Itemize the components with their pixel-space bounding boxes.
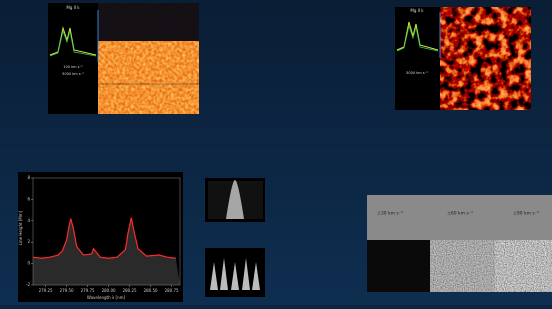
gray-band — [367, 195, 552, 240]
velocity-label: ±30 km s⁻¹ — [377, 211, 403, 217]
x-tick-label: 280.50 — [144, 288, 158, 293]
x-tick-label: 279.75 — [81, 288, 95, 293]
panel-label: Mg II k — [410, 8, 424, 13]
x-tick-label: 279.25 — [39, 288, 53, 293]
profile-panel — [48, 3, 98, 114]
panel-label: 5000 km s⁻¹ — [62, 72, 84, 76]
panel-label: 5000 km s⁻¹ — [406, 71, 428, 75]
panel-label: Mg II k — [66, 5, 80, 10]
noise-panel — [367, 240, 430, 292]
y-axis-label: Line Height [Mm] — [18, 210, 23, 245]
y-tick-label: -2 — [26, 282, 30, 287]
noise-texture — [430, 240, 495, 292]
velocity-label: ±60 km s⁻¹ — [447, 211, 473, 217]
slide: Mg II k 100 km s⁻¹ 5000 km s⁻¹ Mg II k 5… — [0, 0, 552, 305]
red-texture — [440, 7, 531, 110]
velocity-label: ±90 km s⁻¹ — [513, 211, 539, 217]
x-tick-label: 279.50 — [60, 288, 74, 293]
limb — [98, 3, 199, 41]
profile-panel — [395, 7, 440, 110]
page: Mg II k 100 km s⁻¹ 5000 km s⁻¹ Mg II k 5… — [0, 0, 552, 305]
x-tick-label: 280.75 — [165, 288, 179, 293]
x-tick-label: 280.00 — [102, 288, 116, 293]
x-tick-label: 280.25 — [123, 288, 137, 293]
noise-texture — [495, 240, 552, 292]
panel-label: 100 km s⁻¹ — [63, 65, 83, 69]
x-axis-label: Wavelength λ [nm] — [87, 295, 126, 300]
